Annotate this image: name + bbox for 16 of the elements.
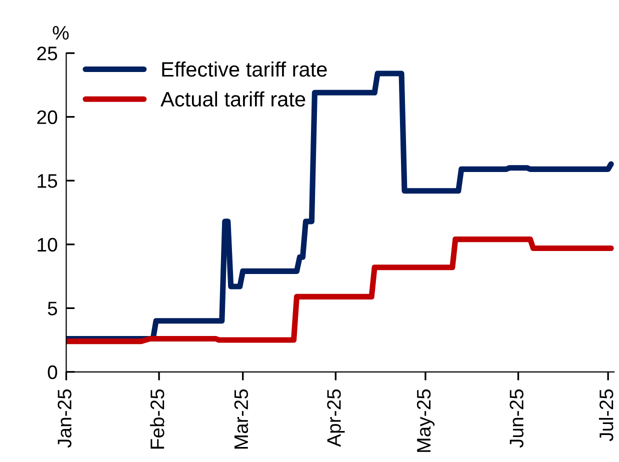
y-tick-label: 10 bbox=[38, 238, 58, 252]
y-tick-label: 15 bbox=[38, 174, 58, 188]
y-tick-label: 0 bbox=[48, 365, 58, 380]
y-tick-label: 20 bbox=[37, 110, 58, 124]
y-tick-label: 25 bbox=[37, 46, 58, 60]
y-tick-label: 5 bbox=[48, 302, 58, 316]
legend-label: Actual tariff rate bbox=[160, 91, 306, 107]
x-tick-label: Feb-25 bbox=[150, 389, 164, 449]
x-tick-label: Jan-25 bbox=[58, 389, 72, 448]
x-tick-label: Mar-25 bbox=[234, 389, 248, 449]
legend-label: Effective tariff rate bbox=[162, 61, 327, 77]
x-tick-label: Jun-25 bbox=[510, 389, 524, 448]
y-axis-title: % bbox=[52, 26, 69, 40]
x-tick-label: Apr-25 bbox=[327, 389, 345, 447]
x-tick-label: May-25 bbox=[416, 389, 435, 452]
x-tick-label: Jul-25 bbox=[599, 389, 614, 442]
